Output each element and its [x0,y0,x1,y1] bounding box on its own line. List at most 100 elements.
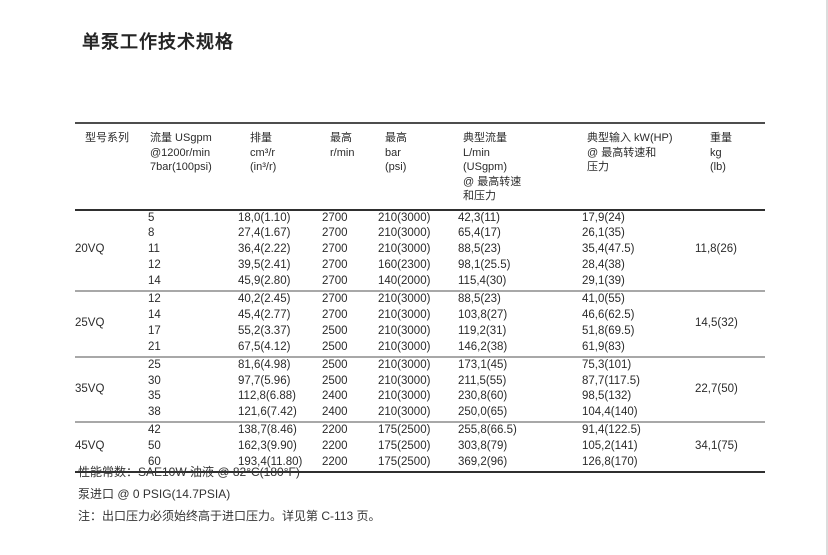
table-cell: 60 [148,456,161,469]
table-cell: 369,2(96) [458,456,508,469]
table-cell: 250,0(65) [458,406,508,419]
table-cell: 2700 [322,308,348,321]
note-pump-inlet: 泵进口 @ 0 PSIG(14.7PSIA) [78,487,231,501]
table-cell: 98,5(132) [582,390,632,403]
table-cell: 27,4(1.67) [238,227,291,240]
table-cell: 91,4(122.5) [582,421,695,440]
table-cell: 45,4(2.77) [238,308,291,321]
table-cell: 112,8(6.88) [238,390,296,403]
table-cell: 255,8(66.5) [458,421,582,440]
footnotes: 性能常数：SAE10W 油液 @ 82°C(180°F) 泵进口 @ 0 PSI… [78,461,380,527]
table-cell: 303,8(79) [458,440,508,453]
table-cell: 30 [148,374,161,387]
table-cell: 210(3000) [378,374,431,387]
table-cell: 2500 [322,340,348,353]
table-cell: 55,2(3.37) [238,324,291,337]
table-row: 45VQ 42 138,7(8.46) 2200 175(2500) 255,8(66.5… [75,421,765,472]
table-cell: 14 [148,275,161,288]
table-row: 14 45,9(2.80) 2700 140(2000) 115,4(30) 29,1(3… [75,274,765,291]
table-cell: 65,4(17) [458,227,501,240]
table-cell: 42,3(11) [458,211,500,224]
table-cell: 97,7(5.96) [238,374,291,387]
model-series-cell: 35VQ [75,355,148,423]
table-cell: 35,4(47.5) [582,243,635,256]
table-cell: 193,4(11.80) [238,456,303,469]
table-row: 14 45,4(2.77) 2700 210(3000) 103,8(27) 46,6(6… [75,308,765,324]
table-cell: 175(2500) [378,440,431,453]
table-cell: 88,5(23) [458,290,582,308]
table-cell: 211,5(55) [458,374,507,387]
table-cell: 2400 [322,406,348,419]
table-row: 38 121,6(7.42) 2400 210(3000) 250,0(65) 104,4… [75,405,765,422]
table-row: 17 55,2(3.37) 2500 210(3000) 119,2(31) 51,8(6… [75,324,765,340]
table-row: 20VQ 5 18,0(1.10) 2700 210(3000) 42,3(11) 17,9… [75,210,765,256]
note-outlet-pressure: 注：出口压力必须始终高于进口压力。详见第 C-113 页。 [78,509,381,523]
page-title: 单泵工作技术规格 [82,32,234,52]
table-cell: 119,2(31) [458,324,507,337]
table-cell: 17,9(24) [582,211,625,224]
model-series-cell: 20VQ [75,243,105,256]
table-cell: 36,4(2.22) [238,243,291,256]
table-cell: 104,4(140) [582,406,638,419]
table-cell: 51,8(69.5) [582,324,635,337]
table-header-cell: 型号系列 [75,123,148,211]
table-cell: 173,1(45) [458,355,582,374]
table-cell: 175(2500) [378,421,458,440]
table-cell: 2400 [322,390,348,403]
weight-cell: 14,5(32) [695,290,765,357]
table-cell: 75,3(101) [582,355,695,374]
table-cell: 40,2(2.45) [238,290,322,308]
table-cell: 210(3000) [378,290,458,308]
table-cell: 210(3000) [378,211,431,224]
note-performance-constants: 性能常数：SAE10W 油液 @ 82°C(180°F) [78,465,300,479]
table-header-cell: 典型输入 kW(HP) @ 最高转速和 压力 [582,123,695,211]
table-cell: 2500 [322,374,348,387]
table-cell: 41,0(55) [582,290,695,308]
table-cell: 2700 [322,243,348,256]
table-cell: 126,8(170) [582,456,638,469]
table-cell: 162,3(9.90) [238,440,297,453]
table-cell: 2700 [322,290,378,308]
table-row: 21 67,5(4.12) 2500 210(3000) 146,2(38) 61,9(8… [75,340,765,357]
table-row: 11 36,4(2.22) 2700 210(3000) 88,5(23) 35,4(47… [75,242,765,258]
weight-cell: 11,8(26) [695,243,737,256]
table-cell: 17 [148,324,161,337]
table-cell: 103,8(27) [458,308,508,321]
model-series-cell: 25VQ [75,290,148,357]
table-cell: 38 [148,406,161,419]
table-cell: 2200 [322,440,348,453]
table-cell: 18,0(1.10) [238,211,291,224]
table-cell: 29,1(39) [582,275,625,288]
table-header-row: 型号系列 流量 USgpm @1200r/min 7bar(100psi) 排量 cm³/… [75,123,765,211]
table-cell: 210(3000) [378,355,458,374]
table-row: 35 112,8(6.88) 2400 210(3000) 230,8(60) 98,5(… [75,389,765,405]
table-row: 50 162,3(9.90) 2200 175(2500) 303,8(79) 105,2… [75,439,765,455]
table-header-cell: 最高 r/min [322,123,378,211]
table-cell: 175(2500) [378,456,431,469]
table-cell: 39,5(2.41) [238,259,291,272]
table-cell: 210(3000) [378,227,431,240]
table-cell: 210(3000) [378,308,431,321]
table-cell: 35 [148,390,161,403]
table-cell: 2700 [322,227,348,240]
weight-cell: 22,7(50) [695,355,765,423]
table-cell: 8 [148,227,155,240]
table-row: 25VQ 12 40,2(2.45) 2700 210(3000) 88,5(23) 41,… [75,290,765,357]
table-row: 35VQ 25 81,6(4.98) 2500 210(3000) 173,1(45) 75… [75,355,765,423]
table-cell: 67,5(4.12) [238,340,291,353]
table-cell: 14 [148,308,161,321]
table-cell: 2700 [322,275,348,288]
table-cell: 87,7(117.5) [582,374,640,387]
table-cell: 121,6(7.42) [238,406,297,419]
table-cell: 45,9(2.80) [238,275,291,288]
weight-cell: 34,1(75) [695,421,765,472]
model-series-cell: 45VQ [75,421,148,472]
table-cell: 105,2(141) [582,440,638,453]
spec-table: 型号系列 流量 USgpm @1200r/min 7bar(100psi) 排量 cm³/… [75,122,765,473]
table-cell: 115,4(30) [458,275,507,288]
table-cell: 12 [148,290,238,308]
table-cell: 140(2000) [378,275,431,288]
table-cell: 210(3000) [378,406,431,419]
table-cell: 2700 [322,211,348,224]
